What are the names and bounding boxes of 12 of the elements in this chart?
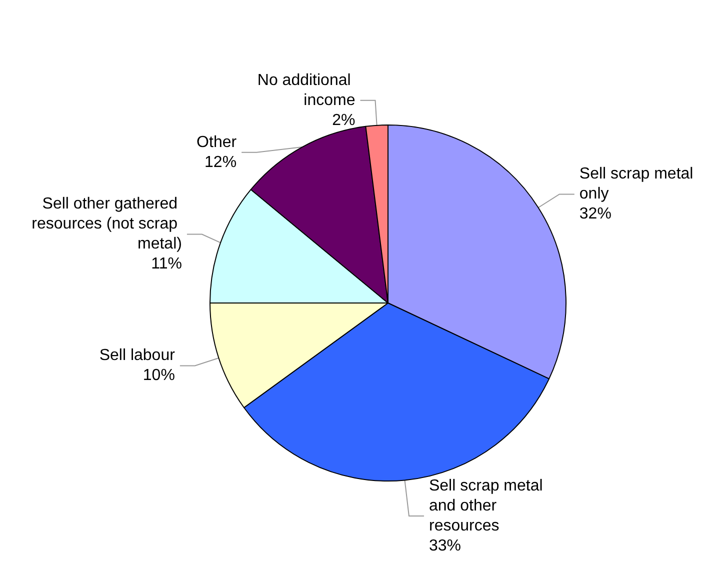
data-label: 11%: [151, 256, 182, 273]
data-label: 33%: [428, 538, 462, 554]
slice-label: Sell scrap metal only: [579, 166, 698, 203]
data-label: 12%: [204, 154, 237, 171]
data-label: 10%: [142, 367, 175, 384]
slice-label: No additional income: [257, 72, 356, 109]
slice-label: Sell other gathered resources (not scrap metal): [32, 196, 182, 253]
slice-label: Sell scrap metal and other resources: [428, 478, 548, 534]
slice-label: Other: [196, 134, 238, 151]
slice-label: Sell labour: [99, 347, 176, 364]
data-label: 32%: [579, 206, 612, 223]
data-label: 2%: [332, 112, 356, 129]
